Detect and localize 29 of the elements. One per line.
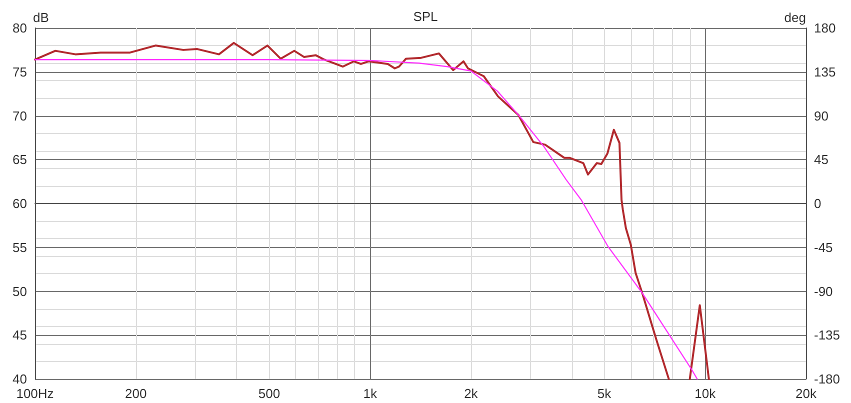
y2-tick-label: -45: [814, 240, 833, 255]
x-tick-label: 10k: [694, 386, 716, 401]
x-tick-label: 500: [258, 386, 280, 401]
y2-tick-label: 135: [814, 64, 836, 80]
y2-tick-label: 45: [814, 152, 828, 168]
y-axis-title: dB: [33, 10, 49, 25]
y-tick-label: 80: [12, 20, 27, 36]
x-tick-label: 5k: [597, 386, 612, 401]
y-tick-label: 55: [12, 240, 27, 255]
x-tick-label: 1k: [363, 386, 378, 401]
y-tick-label: 50: [12, 284, 27, 299]
chart-title: SPL: [413, 9, 438, 24]
y-tick-label: 75: [12, 64, 27, 80]
y2-tick-label: -90: [814, 284, 833, 299]
y2-tick-label: 180: [814, 20, 836, 36]
y2-tick-label: 0: [814, 196, 822, 211]
y-tick-label: 65: [12, 152, 27, 168]
x-tick-label: 200: [125, 386, 147, 401]
y-tick-label: 70: [12, 108, 27, 124]
x-tick-label: 2k: [464, 386, 478, 401]
y-tick-label: 40: [12, 372, 27, 386]
y2-axis-title: deg: [784, 10, 806, 25]
y2-tick-label: -135: [814, 328, 840, 343]
x-tick-label: 20k: [796, 386, 817, 401]
y2-tick-label: 90: [814, 108, 828, 124]
x-tick-label: 100Hz: [16, 386, 54, 401]
y-tick-label: 60: [12, 196, 27, 211]
y-tick-label: 45: [12, 328, 27, 343]
y2-tick-label: -180: [814, 372, 840, 386]
